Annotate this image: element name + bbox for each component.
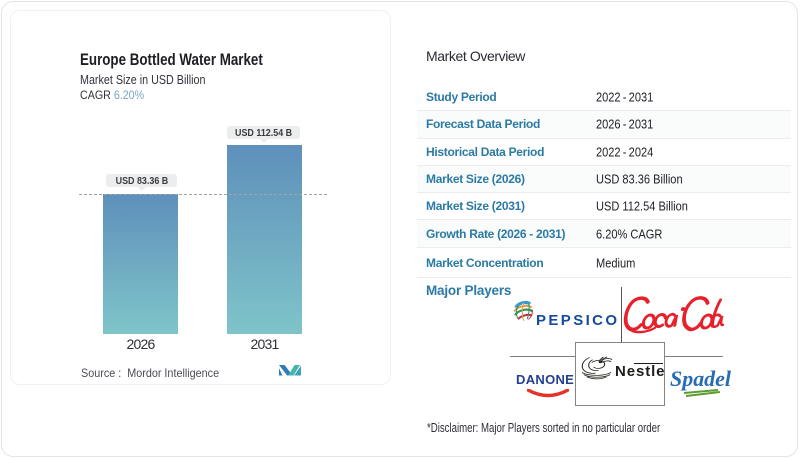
svg-text:Spadel: Spadel — [670, 366, 732, 391]
